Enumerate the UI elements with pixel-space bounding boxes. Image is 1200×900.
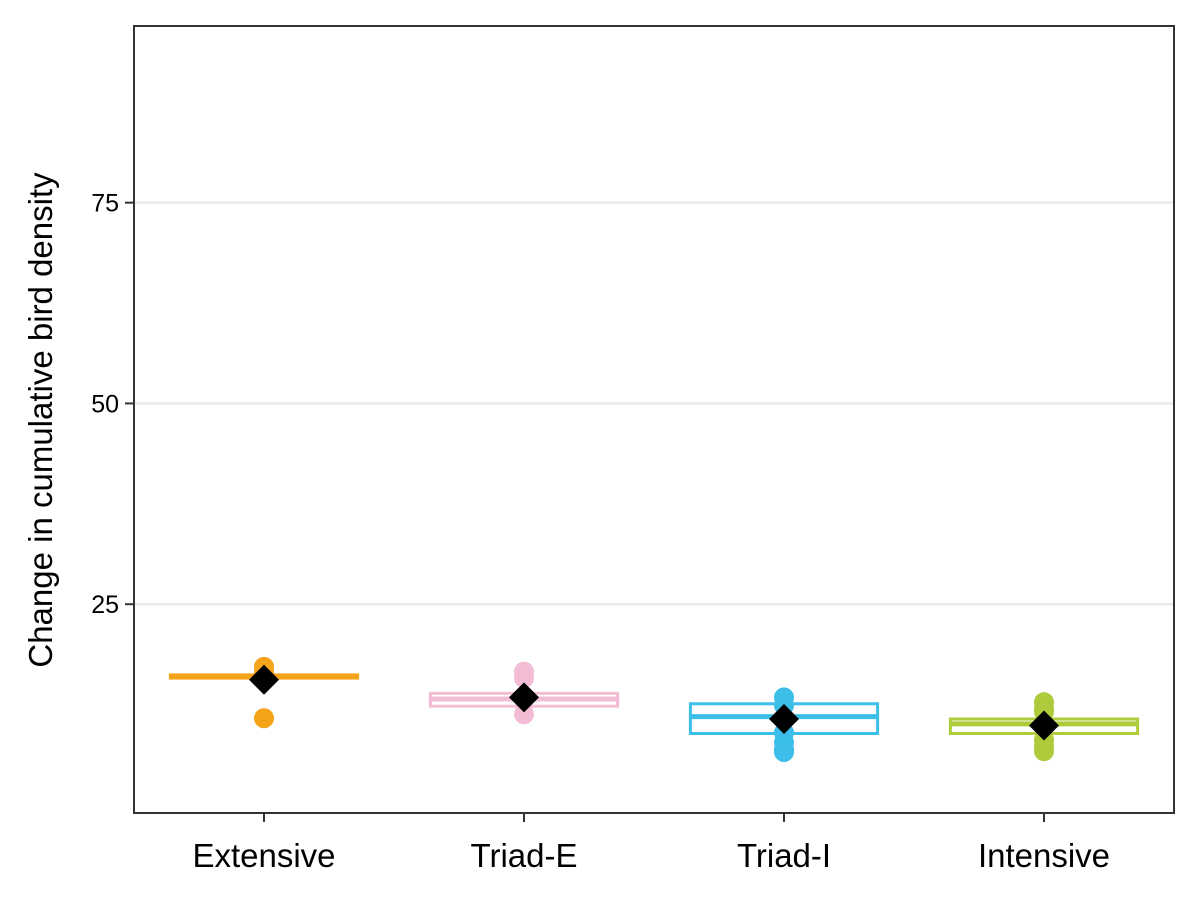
data-point bbox=[1034, 741, 1054, 762]
y-tick-label: 25 bbox=[91, 591, 119, 619]
box-group bbox=[688, 687, 880, 762]
y-axis-title: Change in cumulative bird density bbox=[22, 172, 59, 668]
y-axis: 25 50 75 bbox=[91, 190, 134, 619]
data-point bbox=[254, 708, 274, 729]
box-layer bbox=[168, 656, 1140, 762]
x-tick-label: Triad-E bbox=[471, 837, 578, 874]
box-group bbox=[428, 661, 620, 725]
x-tick-label: Triad-I bbox=[737, 837, 831, 874]
mean-marker bbox=[769, 704, 799, 735]
box-group bbox=[168, 656, 360, 729]
data-point bbox=[514, 668, 534, 689]
plot-border bbox=[133, 25, 1175, 814]
x-tick-label: Intensive bbox=[978, 837, 1110, 874]
y-tick-label: 50 bbox=[91, 390, 119, 418]
x-tick-label: Extensive bbox=[192, 837, 335, 874]
y-tick-label: 75 bbox=[91, 190, 119, 218]
plot-background bbox=[134, 26, 1174, 813]
gridlines bbox=[134, 201, 1174, 606]
mean-marker bbox=[249, 664, 279, 695]
mean-marker bbox=[1029, 710, 1059, 741]
x-axis: Extensive Triad-E Triad-I Intensive bbox=[192, 813, 1110, 874]
mean-marker bbox=[509, 682, 539, 713]
box-group bbox=[948, 692, 1140, 762]
data-point bbox=[774, 741, 794, 762]
data-point bbox=[514, 704, 534, 725]
